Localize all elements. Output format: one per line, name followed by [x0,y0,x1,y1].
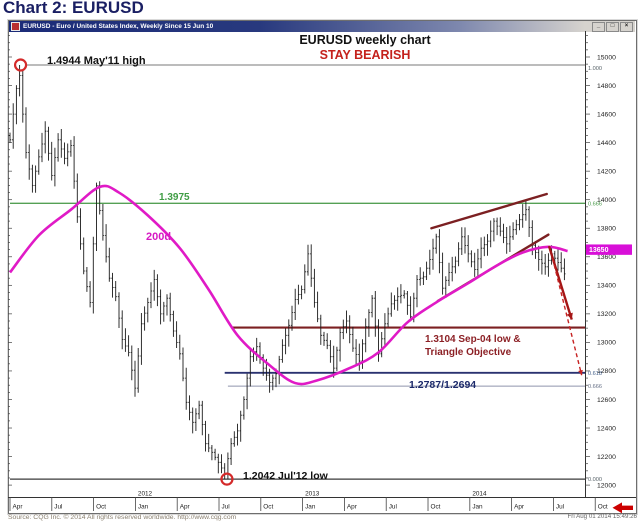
scroll-left-arrow-icon [612,502,633,514]
y-axis-label: 12800 [597,368,616,375]
page-title: Chart 2: EURUSD [3,0,144,17]
y-axis-label: 13800 [597,226,616,233]
ma-annotation: 200d [146,231,172,243]
maximize-button[interactable]: □ [606,21,619,32]
y-axis-label: 13000 [597,340,616,347]
x-axis-month-label: Jan [305,504,316,511]
objective-annotation: 1.3104 Sep-04 low & Triangle Objective [425,334,521,358]
y-axis-label: 14400 [597,140,616,147]
x-axis-year-label: 2013 [305,491,320,498]
y-axis-label: 14200 [597,168,616,175]
x-axis-month-label: Apr [180,504,191,511]
low-annotation: 1.2042 Jul'12 low [243,470,328,482]
y-axis-label: 15000 [597,54,616,61]
chart-title: EURUSD weekly chart [299,33,431,47]
x-axis-month-label: Oct [96,504,106,511]
close-button[interactable]: × [620,21,633,32]
x-axis-month-label: Oct [263,504,273,511]
y-axis-label: 13400 [597,283,616,290]
y-axis-label: 14800 [597,83,616,90]
fib-level-label: 0.000 [588,477,602,483]
y-axis-label: 12200 [597,454,616,461]
x-axis-month-label: Jul [389,504,397,511]
minimize-button[interactable]: _ [592,21,605,32]
x-axis-month-label: Jul [54,504,62,511]
x-axis-year-label: 2012 [138,491,153,498]
x-axis-month-label: Jul [222,504,230,511]
resistance-annotation: 1.3975 [159,192,190,203]
y-axis-label: 14600 [597,111,616,118]
x-axis-month-label: Apr [13,504,24,511]
x-axis-month-label: Oct [598,504,608,511]
projection-dashed [551,258,583,376]
y-axis-label: 13200 [597,311,616,318]
x-axis-year-label: 2014 [472,491,487,498]
stance-label: STAY BEARISH [319,48,411,62]
y-axis-label: 14000 [597,197,616,204]
extreme-circle [220,472,234,486]
high-annotation: 1.4944 May'11 high [47,55,146,67]
window-controls: _ □ × [592,21,633,32]
extreme-circle [13,58,28,72]
projection-dashed-head [578,369,583,376]
fib-level-label: 0.618 [588,371,602,377]
current-price-value: 13650 [589,247,609,254]
ohlc-bars [9,65,565,480]
app-icon [11,22,20,31]
projection-solid-head [566,312,573,320]
current-price-box [586,244,632,255]
x-axis-month-label: Jan [138,504,149,511]
ohlc-open-close-ticks [8,75,566,475]
x-axis-month-label: Jan [472,504,483,511]
window-titlebar[interactable]: EURUSD - Euro / United States Index, Wee… [9,21,635,32]
y-axis-label: 13600 [597,254,616,261]
x-axis-month-label: Oct [431,504,441,511]
x-axis-month-label: Apr [514,504,525,511]
x-axis-month-label: Apr [347,504,358,511]
x-axis-month-label: Jul [556,504,564,511]
projection-solid [547,245,573,320]
fib-level-label: 0.666 [588,384,602,390]
ma-200d-line [8,184,568,386]
fib-pair-annotation: 1.2787/1.2694 [409,379,477,391]
chart-window [7,19,638,515]
fib-level-label: 1.000 [588,66,602,72]
source-credit: Source: CQG Inc. © 2014 All rights reser… [8,514,237,521]
wedge-upper [430,192,548,230]
window-title: EURUSD - Euro / United States Index, Wee… [23,23,214,30]
y-axis-label: 12400 [597,425,616,432]
y-axis-label: 12000 [597,482,616,489]
y-axis-label: 12600 [597,397,616,404]
timestamp: Fri Aug 01 2014 15:49:26 [567,513,638,520]
fib-level-label: 0.666 [588,201,602,207]
